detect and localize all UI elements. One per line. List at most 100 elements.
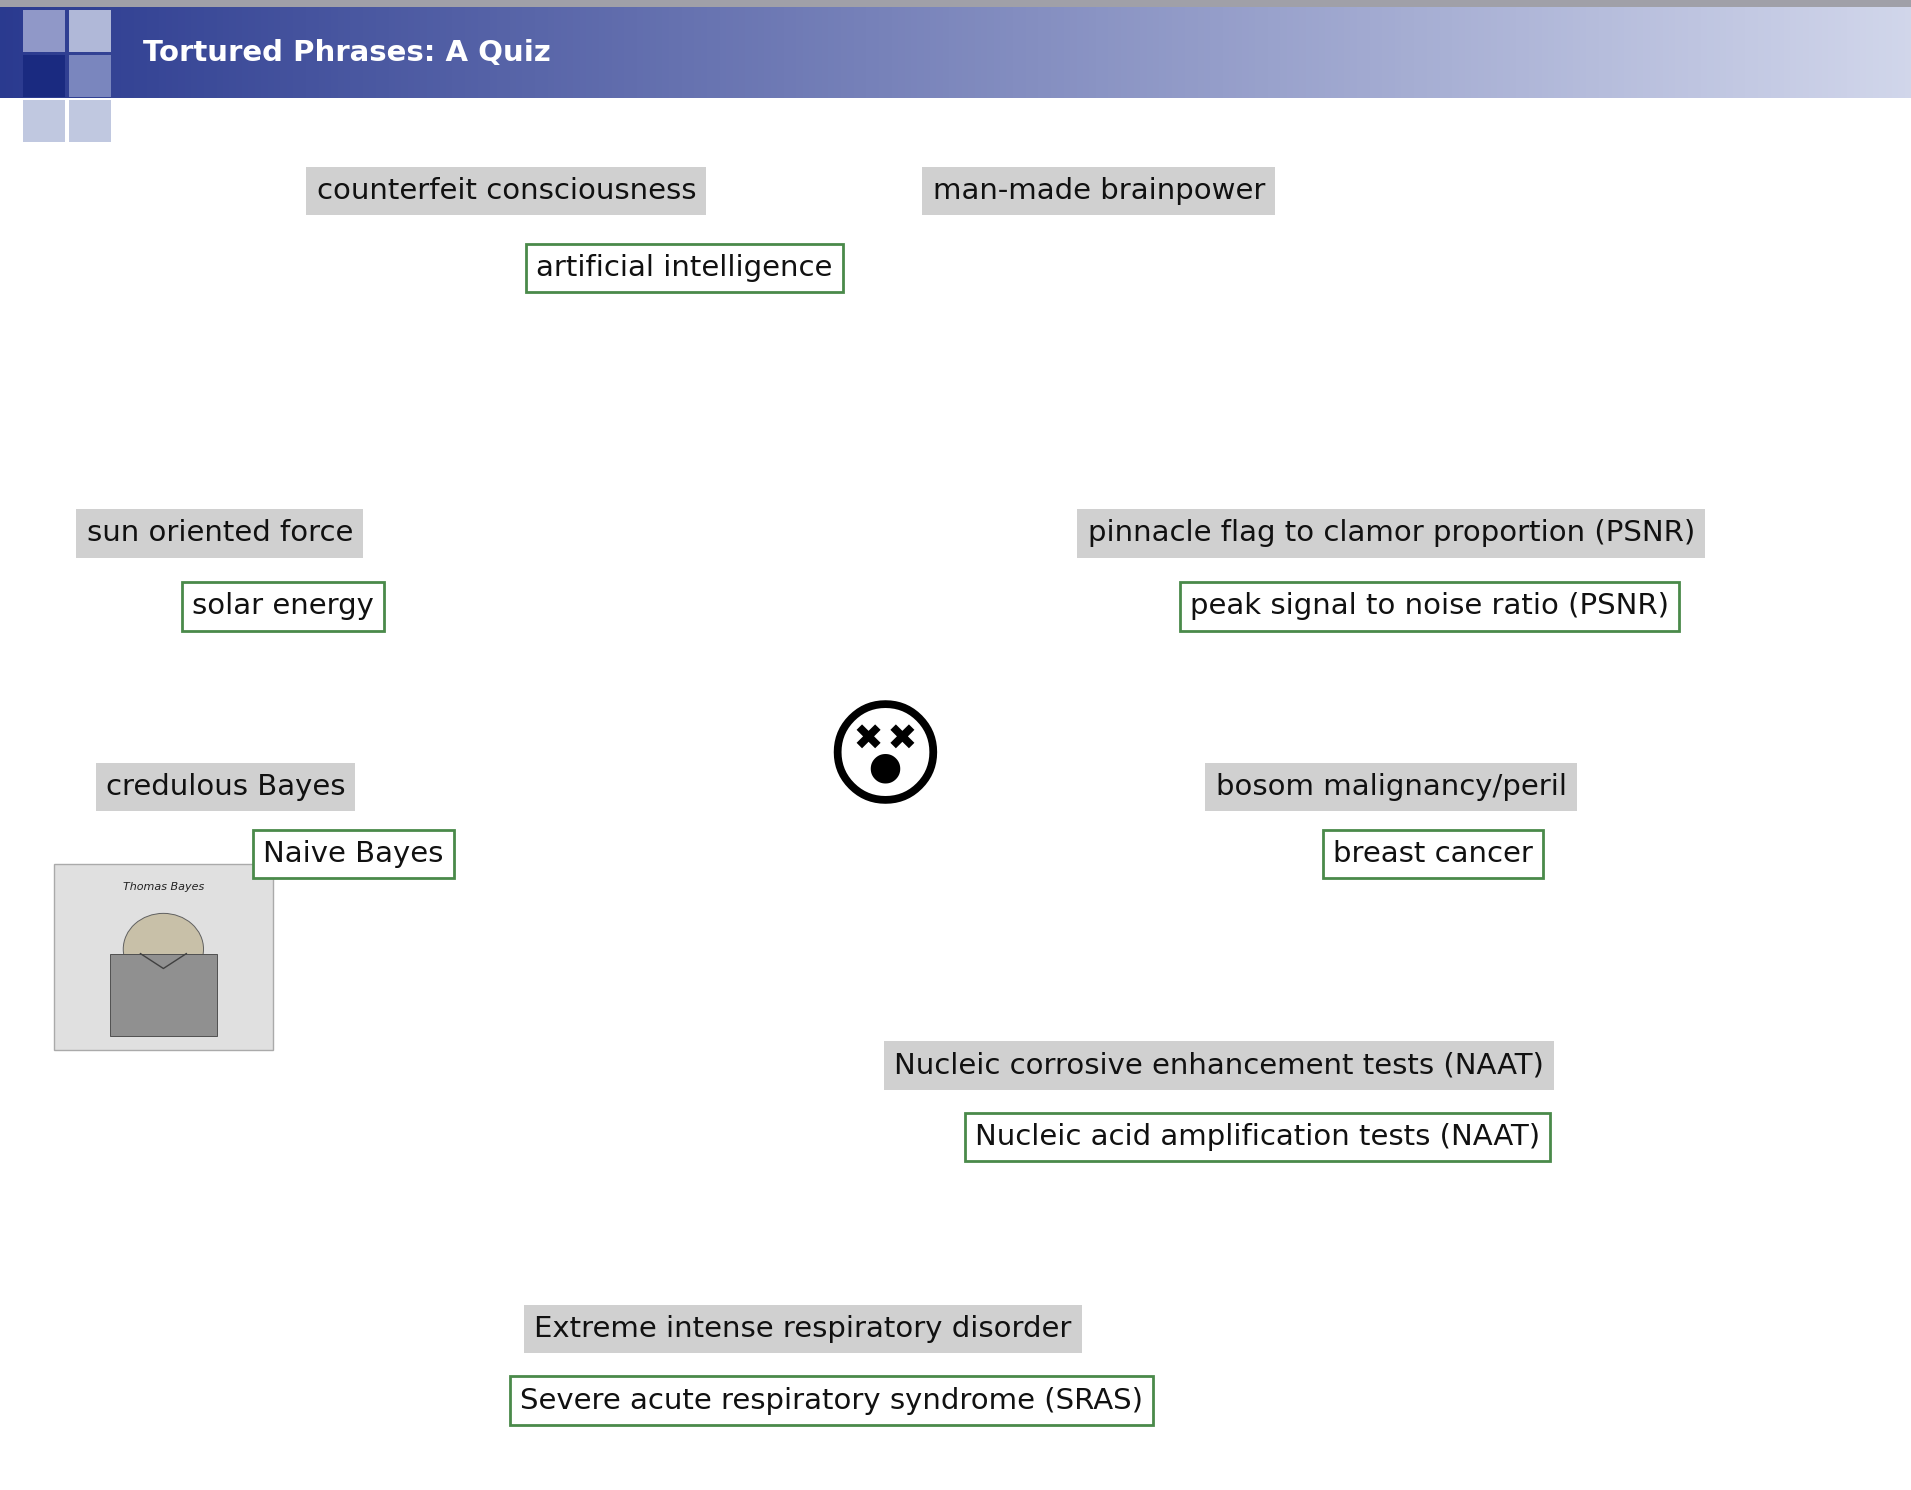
Bar xyxy=(1433,7,1441,98)
Bar xyxy=(197,7,206,98)
Bar xyxy=(1707,7,1716,98)
Bar xyxy=(655,7,665,98)
Bar xyxy=(1752,7,1760,98)
Bar xyxy=(1791,7,1798,98)
Bar xyxy=(23,10,65,52)
Text: Extreme intense respiratory disorder: Extreme intense respiratory disorder xyxy=(533,1316,1072,1342)
Bar xyxy=(1122,7,1129,98)
Bar xyxy=(726,7,734,98)
Bar xyxy=(1223,7,1231,98)
Bar xyxy=(23,100,65,142)
Bar xyxy=(1649,7,1659,98)
Bar xyxy=(912,7,919,98)
Bar xyxy=(1783,7,1793,98)
Bar xyxy=(1561,7,1569,98)
Bar xyxy=(292,7,302,98)
Bar xyxy=(44,7,54,98)
Bar xyxy=(338,7,346,98)
Bar xyxy=(1485,7,1492,98)
Bar xyxy=(510,7,518,98)
Bar xyxy=(1695,7,1703,98)
Bar xyxy=(69,55,111,97)
Bar xyxy=(1586,7,1594,98)
Bar xyxy=(548,7,556,98)
Bar xyxy=(426,7,436,98)
FancyBboxPatch shape xyxy=(111,954,218,1036)
Bar xyxy=(357,7,365,98)
Bar xyxy=(63,7,73,98)
Bar xyxy=(1217,7,1225,98)
Bar xyxy=(76,7,84,98)
Text: counterfeit consciousness: counterfeit consciousness xyxy=(317,177,696,204)
Bar xyxy=(784,7,791,98)
Bar xyxy=(778,7,785,98)
Text: Tortured Phrases: A Quiz: Tortured Phrases: A Quiz xyxy=(143,39,550,67)
Bar xyxy=(319,7,327,98)
Bar xyxy=(382,7,390,98)
Bar xyxy=(0,7,8,98)
Bar xyxy=(1643,7,1651,98)
Bar xyxy=(636,7,646,98)
Bar xyxy=(713,7,722,98)
Bar xyxy=(822,7,829,98)
Bar xyxy=(1873,7,1880,98)
Bar xyxy=(535,7,543,98)
Bar xyxy=(1452,7,1460,98)
Bar xyxy=(1829,7,1836,98)
Text: bosom malignancy/peril: bosom malignancy/peril xyxy=(1215,773,1567,800)
Bar xyxy=(1051,7,1059,98)
Bar xyxy=(1141,7,1149,98)
Bar xyxy=(350,7,359,98)
Bar xyxy=(1032,7,1040,98)
Bar xyxy=(1166,7,1173,98)
Bar xyxy=(1127,7,1135,98)
Bar xyxy=(1739,7,1747,98)
Bar xyxy=(1351,7,1359,98)
Bar xyxy=(1179,7,1187,98)
Bar xyxy=(229,7,237,98)
Bar xyxy=(1892,7,1900,98)
Bar xyxy=(1810,7,1817,98)
Bar xyxy=(1796,7,1804,98)
Text: Thomas Bayes: Thomas Bayes xyxy=(122,882,204,893)
Bar xyxy=(1007,7,1015,98)
Bar xyxy=(522,7,531,98)
Text: artificial intelligence: artificial intelligence xyxy=(535,255,833,282)
Bar xyxy=(1835,7,1842,98)
Bar xyxy=(931,7,938,98)
Bar xyxy=(612,7,619,98)
Bar xyxy=(803,7,810,98)
Bar xyxy=(568,7,575,98)
Text: Naive Bayes: Naive Bayes xyxy=(264,840,443,867)
Bar xyxy=(478,7,485,98)
Bar xyxy=(1089,7,1097,98)
Bar xyxy=(587,7,594,98)
Bar xyxy=(1103,7,1110,98)
Bar xyxy=(669,7,676,98)
Bar xyxy=(1624,7,1632,98)
Bar xyxy=(306,7,313,98)
FancyBboxPatch shape xyxy=(0,0,1911,7)
Bar xyxy=(650,7,657,98)
Bar xyxy=(32,7,40,98)
Bar xyxy=(1057,7,1066,98)
Text: Severe acute respiratory syndrome (SRAS): Severe acute respiratory syndrome (SRAS) xyxy=(520,1387,1143,1414)
Bar xyxy=(344,7,352,98)
Bar xyxy=(396,7,403,98)
Bar xyxy=(491,7,499,98)
Bar xyxy=(420,7,428,98)
Bar xyxy=(675,7,684,98)
Bar xyxy=(1095,7,1105,98)
Bar xyxy=(1160,7,1168,98)
Bar xyxy=(1152,7,1162,98)
Bar xyxy=(1313,7,1321,98)
Bar xyxy=(1726,7,1735,98)
Bar xyxy=(472,7,480,98)
Bar xyxy=(1076,7,1085,98)
Text: 😵: 😵 xyxy=(824,705,946,821)
Bar xyxy=(694,7,703,98)
Bar xyxy=(1720,7,1728,98)
Bar xyxy=(1420,7,1429,98)
Bar xyxy=(140,7,149,98)
Bar xyxy=(497,7,505,98)
